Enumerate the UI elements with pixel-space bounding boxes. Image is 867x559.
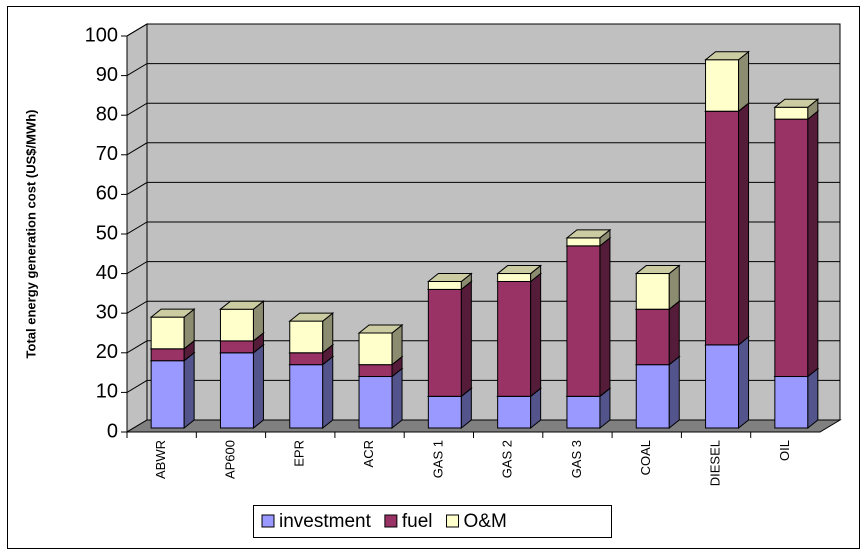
x-tick-label: DIESEL — [707, 440, 722, 486]
grid-line — [126, 221, 840, 235]
bar-top — [565, 229, 612, 239]
bar — [566, 395, 601, 429]
bar-side — [738, 102, 750, 346]
bar — [705, 110, 740, 346]
x-tick-label: GAS 1 — [430, 440, 445, 478]
bar-top — [704, 51, 750, 61]
x-tick-label: OIL — [777, 440, 792, 461]
bar — [774, 376, 809, 429]
grid-line — [126, 181, 840, 195]
bar — [427, 288, 462, 397]
bar-side — [460, 280, 472, 398]
y-tick-label: 80 — [96, 103, 118, 125]
legend-label: investment — [279, 511, 372, 532]
grid-line — [126, 23, 840, 37]
y-tick-label: 50 — [96, 222, 118, 244]
grid-line — [126, 142, 840, 156]
x-tick-label: ABWR — [153, 440, 168, 479]
bar-side — [738, 335, 750, 430]
bar — [635, 273, 670, 310]
bar — [289, 364, 324, 429]
x-tick-label: COAL — [638, 440, 653, 475]
bar-side — [668, 300, 680, 366]
bar — [566, 237, 601, 247]
bar-side — [599, 236, 611, 398]
y-tick-label: 40 — [96, 262, 118, 284]
bar — [497, 280, 532, 397]
y-tick-label: 90 — [96, 64, 118, 86]
bar — [566, 245, 601, 397]
bar-top — [426, 272, 473, 282]
bar — [427, 395, 462, 429]
bar — [705, 59, 740, 112]
bar-side — [183, 351, 195, 430]
x-tick-label: ACR — [361, 440, 376, 467]
bar-side — [322, 355, 334, 430]
bar-top — [357, 324, 404, 334]
bar — [358, 364, 393, 378]
bar — [289, 320, 324, 354]
bars — [149, 50, 820, 430]
bar-side — [738, 50, 750, 113]
bar-top — [773, 98, 820, 108]
bar — [497, 273, 532, 282]
x-tick-label: AP600 — [222, 440, 237, 479]
bar — [635, 308, 670, 366]
bar-top — [496, 265, 543, 275]
bar — [219, 308, 254, 342]
bar-top — [219, 300, 265, 310]
legend-label: fuel — [402, 511, 433, 532]
bar — [150, 360, 185, 429]
bar-top — [288, 312, 335, 322]
bar — [358, 376, 393, 429]
bar — [219, 352, 254, 429]
bar — [635, 364, 670, 429]
legend-label: O&M — [464, 511, 507, 532]
y-tick-label: 0 — [107, 420, 118, 442]
x-tick-label: EPR — [292, 440, 307, 467]
legend-swatch — [446, 514, 460, 528]
bar-top — [149, 308, 196, 318]
grid-line — [126, 102, 840, 116]
bar — [358, 332, 393, 366]
y-tick-label: 60 — [96, 183, 118, 205]
bar — [774, 118, 809, 378]
bar-side — [807, 110, 819, 378]
y-tick-label: 10 — [96, 381, 118, 403]
y-tick-label: 100 — [85, 24, 118, 46]
legend — [253, 505, 612, 538]
y-tick-label: 20 — [96, 341, 118, 363]
bar — [150, 348, 185, 362]
bar — [774, 106, 809, 120]
x-tick-label: GAS 3 — [569, 440, 584, 478]
y-tick-label: 70 — [96, 143, 118, 165]
bar — [219, 340, 254, 354]
bar — [289, 352, 324, 366]
bar-top — [634, 265, 681, 275]
bar — [150, 316, 185, 350]
grid — [126, 23, 840, 393]
bar-side — [252, 343, 264, 430]
y-tick-label: 30 — [96, 301, 118, 323]
x-tick-label: GAS 2 — [500, 440, 515, 478]
bar — [497, 395, 532, 429]
bar-side — [807, 367, 819, 430]
bar — [427, 280, 462, 290]
labels: 0 10 20 30 40 50 60 70 80 90 100 ABWR AP600 EPR ACR GAS… — [85, 24, 820, 486]
legend-swatch — [384, 514, 398, 528]
grid-line — [126, 63, 840, 77]
bar-side — [530, 272, 542, 398]
legend-swatch — [261, 514, 275, 528]
bar-side — [668, 355, 680, 430]
bar-side — [391, 367, 403, 430]
bar — [705, 344, 740, 429]
y-axis-title: Total energy generation cost (US$/MWh) — [23, 110, 38, 359]
legend-entries: investment fuel O&M — [261, 511, 507, 532]
